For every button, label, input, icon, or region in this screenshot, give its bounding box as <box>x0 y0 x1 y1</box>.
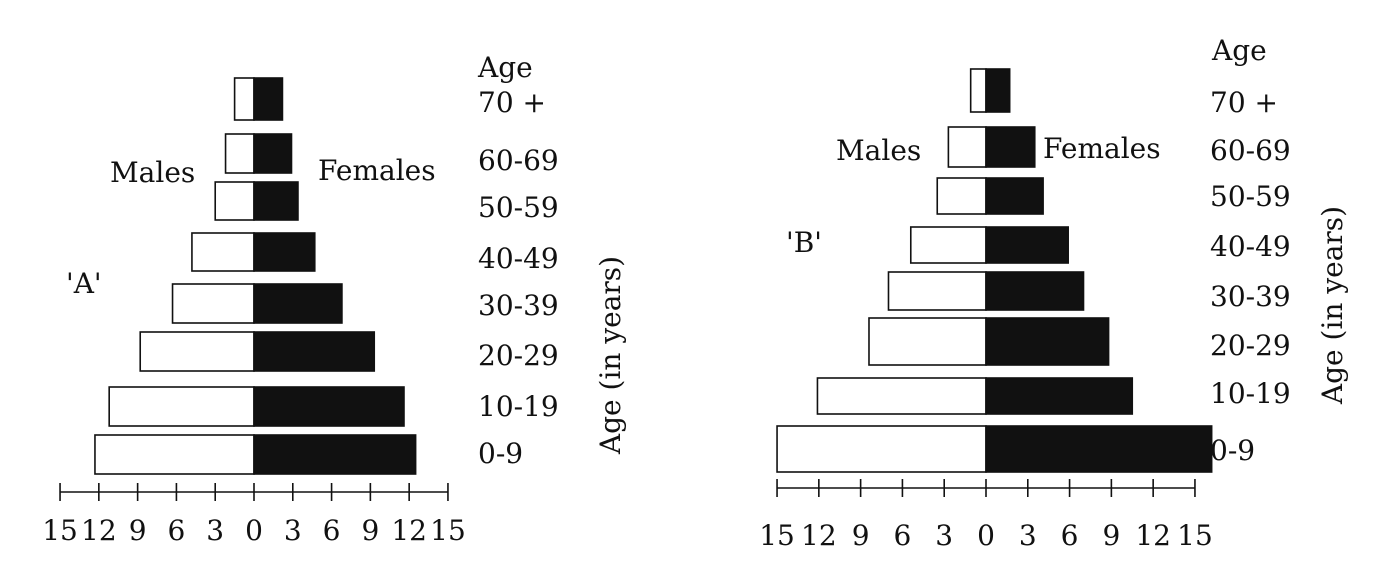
x-tick-label: 6 <box>323 514 341 547</box>
x-tick-label: 9 <box>361 514 379 547</box>
age-group-label: 10-19 <box>478 390 559 423</box>
age-group-label: 70 + <box>478 86 546 119</box>
x-tick-label: 12 <box>391 514 427 547</box>
male-bar-0-9 <box>94 434 255 475</box>
x-tick-label: 9 <box>1102 519 1120 552</box>
males-label: Males <box>836 134 921 167</box>
female-bar-20-29 <box>253 331 376 372</box>
female-bar-40-49 <box>985 226 1069 264</box>
males-label: Males <box>110 156 195 189</box>
x-tick-label: 12 <box>801 519 837 552</box>
age-group-label: 0-9 <box>478 437 523 470</box>
age-group-label: 30-39 <box>1210 280 1291 313</box>
female-bar-0-9 <box>253 434 417 475</box>
age-group-label: 20-29 <box>1210 329 1291 362</box>
female-bar-0-9 <box>985 425 1213 473</box>
age-group-label: 50-59 <box>478 191 559 224</box>
age-group-label: 20-29 <box>478 339 559 372</box>
age-group-label: 40-49 <box>1210 230 1291 263</box>
x-tick-label: 6 <box>894 519 912 552</box>
x-tick-label: 0 <box>245 514 263 547</box>
age-group-label: 70 + <box>1210 86 1278 119</box>
x-tick-label: 15 <box>430 514 466 547</box>
age-group-label: 50-59 <box>1210 180 1291 213</box>
male-bar-70 <box>233 77 255 121</box>
male-bar-0-9 <box>776 425 987 473</box>
age-group-label: 0-9 <box>1210 434 1255 467</box>
female-bar-20-29 <box>985 317 1110 366</box>
male-bar-20-29 <box>139 331 255 372</box>
male-bar-60-69 <box>224 133 255 174</box>
female-bar-60-69 <box>985 126 1036 168</box>
pyramid-title: 'A' <box>66 267 102 300</box>
age-group-label: 30-39 <box>478 289 559 322</box>
age-group-label: 60-69 <box>478 144 559 177</box>
male-bar-30-39 <box>887 271 987 311</box>
female-bar-30-39 <box>253 283 343 324</box>
x-tick-label: 9 <box>129 514 147 547</box>
x-tick-label: 6 <box>1061 519 1079 552</box>
x-tick-label: 15 <box>42 514 78 547</box>
age-group-label: 40-49 <box>478 242 559 275</box>
female-bar-70 <box>253 77 284 121</box>
male-bar-40-49 <box>191 232 255 272</box>
female-bar-50-59 <box>253 181 299 221</box>
female-bar-10-19 <box>253 386 405 427</box>
male-bar-60-69 <box>947 126 987 168</box>
male-bar-40-49 <box>909 226 987 264</box>
x-tick-label: 12 <box>81 514 117 547</box>
female-bar-50-59 <box>985 177 1044 215</box>
x-tick-label: 3 <box>1019 519 1037 552</box>
female-bar-70 <box>985 68 1011 113</box>
y-axis-label: Age (in years) <box>594 256 627 455</box>
females-label: Females <box>1043 132 1161 165</box>
female-bar-30-39 <box>985 271 1085 311</box>
x-tick-label: 3 <box>935 519 953 552</box>
male-bar-20-29 <box>868 317 987 366</box>
male-bar-30-39 <box>171 283 255 324</box>
female-bar-10-19 <box>985 377 1134 415</box>
x-tick-label: 12 <box>1135 519 1171 552</box>
y-axis-label: Age (in years) <box>1316 206 1349 405</box>
female-bar-60-69 <box>253 133 293 174</box>
female-bar-40-49 <box>253 232 316 272</box>
females-label: Females <box>318 154 436 187</box>
male-bar-10-19 <box>816 377 987 415</box>
x-tick-label: 3 <box>206 514 224 547</box>
age-group-label: 60-69 <box>1210 134 1291 167</box>
age-header: Age <box>1211 34 1267 67</box>
x-tick-label: 9 <box>852 519 870 552</box>
pyramid-title: 'B' <box>786 226 822 259</box>
male-bar-70 <box>969 68 987 113</box>
x-tick-label: 3 <box>284 514 302 547</box>
male-bar-10-19 <box>108 386 255 427</box>
age-group-label: 10-19 <box>1210 377 1291 410</box>
male-bar-50-59 <box>214 181 255 221</box>
age-header: Age <box>477 51 533 84</box>
x-tick-label: 15 <box>759 519 795 552</box>
x-tick-label: 15 <box>1177 519 1213 552</box>
x-tick-label: 0 <box>977 519 995 552</box>
male-bar-50-59 <box>936 177 987 215</box>
x-tick-label: 6 <box>168 514 186 547</box>
